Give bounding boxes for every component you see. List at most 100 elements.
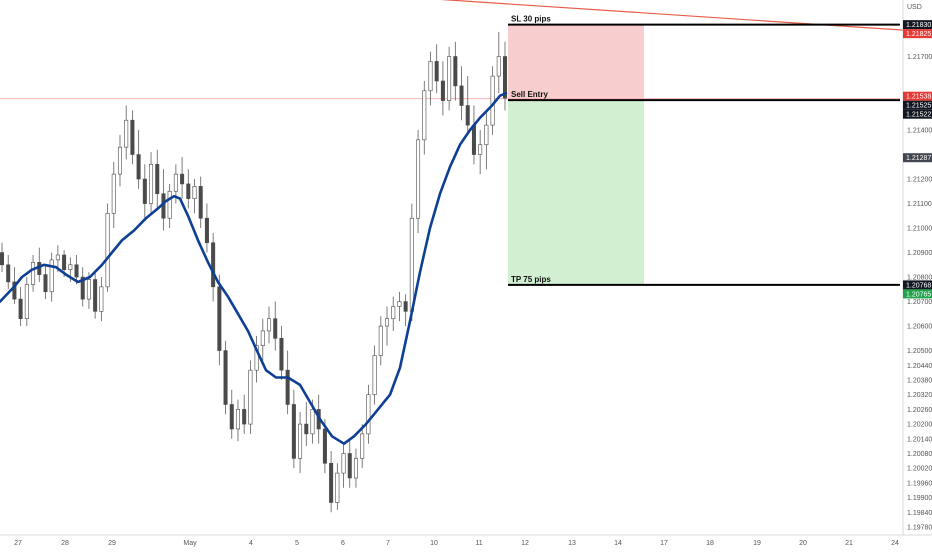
candle-body bbox=[372, 355, 377, 395]
candle bbox=[434, 44, 439, 94]
y-tick-label: 1.21200 bbox=[907, 177, 932, 184]
candle bbox=[24, 277, 29, 327]
candle bbox=[291, 389, 296, 469]
candle-body bbox=[235, 409, 240, 430]
candle-body bbox=[465, 105, 470, 126]
candle-body bbox=[186, 183, 191, 199]
candle bbox=[341, 443, 346, 488]
candle bbox=[105, 203, 110, 292]
y-tick-label: 1.20440 bbox=[907, 363, 932, 370]
candle bbox=[484, 110, 489, 170]
candle bbox=[391, 296, 396, 331]
candle bbox=[223, 340, 228, 415]
candle-body bbox=[173, 173, 178, 192]
candle-body bbox=[428, 61, 433, 92]
candle-body bbox=[124, 119, 129, 148]
x-tick-label: May bbox=[183, 540, 197, 547]
x-tick-label: 10 bbox=[430, 540, 438, 547]
candle-body bbox=[459, 85, 464, 106]
candle-body bbox=[149, 164, 154, 204]
y-tick-label: 1.21000 bbox=[907, 226, 932, 233]
candle bbox=[279, 326, 284, 380]
candle bbox=[198, 176, 203, 229]
candle-body bbox=[478, 144, 483, 155]
candle-body bbox=[285, 369, 290, 405]
price-tag-bg bbox=[903, 91, 932, 101]
candle bbox=[6, 254, 11, 290]
candle-body bbox=[347, 453, 352, 479]
candle-body bbox=[322, 428, 327, 464]
candlestick-series bbox=[0, 32, 508, 513]
candle-body bbox=[453, 56, 458, 87]
price-tag: 1.21830 bbox=[903, 20, 932, 30]
candle bbox=[180, 156, 185, 199]
candle-body bbox=[260, 330, 265, 346]
candle bbox=[465, 76, 470, 135]
candle-body bbox=[422, 90, 427, 141]
x-tick-label: 14 bbox=[614, 540, 622, 547]
y-tick-label: 1.20700 bbox=[907, 299, 932, 306]
position-zones bbox=[508, 24, 644, 285]
candle-body bbox=[248, 369, 253, 425]
candle-body bbox=[43, 274, 48, 293]
candle bbox=[248, 360, 253, 434]
moving-average bbox=[0, 92, 508, 445]
candle-body bbox=[180, 173, 185, 185]
candle-body bbox=[49, 259, 54, 293]
candle bbox=[192, 179, 197, 214]
candle bbox=[18, 286, 23, 327]
candle bbox=[397, 291, 402, 322]
y-tick-label: 1.20020 bbox=[907, 466, 932, 473]
candle-body bbox=[198, 186, 203, 219]
candle-body bbox=[105, 213, 110, 288]
candle-body bbox=[385, 318, 390, 327]
reward-zone bbox=[508, 100, 644, 285]
candle-body bbox=[403, 301, 408, 312]
candle bbox=[130, 110, 135, 165]
candle-body bbox=[130, 119, 135, 155]
x-tick-label: 6 bbox=[341, 540, 345, 547]
candle-body bbox=[310, 409, 315, 435]
x-tick-label: 20 bbox=[799, 540, 807, 547]
candle bbox=[74, 254, 79, 285]
candle bbox=[335, 463, 340, 510]
price-tag-label: 1.21825 bbox=[906, 31, 931, 38]
candle-body bbox=[204, 217, 209, 244]
candle-body bbox=[12, 281, 17, 300]
price-tag-label: 1.21287 bbox=[906, 155, 931, 162]
candle-body bbox=[167, 190, 172, 219]
take-profit-label: TP 75 pips bbox=[511, 275, 551, 284]
y-tick-label: 1.20320 bbox=[907, 392, 932, 399]
candle bbox=[142, 164, 147, 219]
y-tick-label: 1.21700 bbox=[907, 54, 932, 61]
candle-body bbox=[223, 350, 228, 405]
candle-body bbox=[391, 306, 396, 320]
candle-body bbox=[440, 80, 445, 101]
candle bbox=[167, 183, 172, 229]
candle-body bbox=[24, 284, 29, 320]
candle-body bbox=[447, 56, 452, 101]
candle-body bbox=[80, 276, 85, 300]
x-tick-label: 29 bbox=[108, 540, 116, 547]
candle-body bbox=[217, 286, 222, 351]
candle bbox=[254, 335, 259, 383]
risk-zone bbox=[508, 24, 644, 101]
candle bbox=[285, 350, 290, 415]
position-lines[interactable]: SL 30 pips Sell Entry TP 75 pips bbox=[508, 15, 900, 286]
candle bbox=[304, 402, 309, 447]
candle bbox=[267, 306, 272, 344]
candle bbox=[422, 81, 427, 155]
candle bbox=[37, 247, 42, 282]
candle-body bbox=[111, 173, 116, 214]
candle-body bbox=[18, 298, 23, 320]
candle bbox=[372, 345, 377, 405]
candle-body bbox=[55, 254, 60, 261]
candle-body bbox=[267, 318, 272, 332]
candle bbox=[347, 438, 352, 488]
currency-unit-label: USD bbox=[907, 4, 922, 11]
candle-body bbox=[490, 75, 495, 126]
candle bbox=[496, 32, 501, 94]
y-tick-label: 1.20800 bbox=[907, 275, 932, 282]
